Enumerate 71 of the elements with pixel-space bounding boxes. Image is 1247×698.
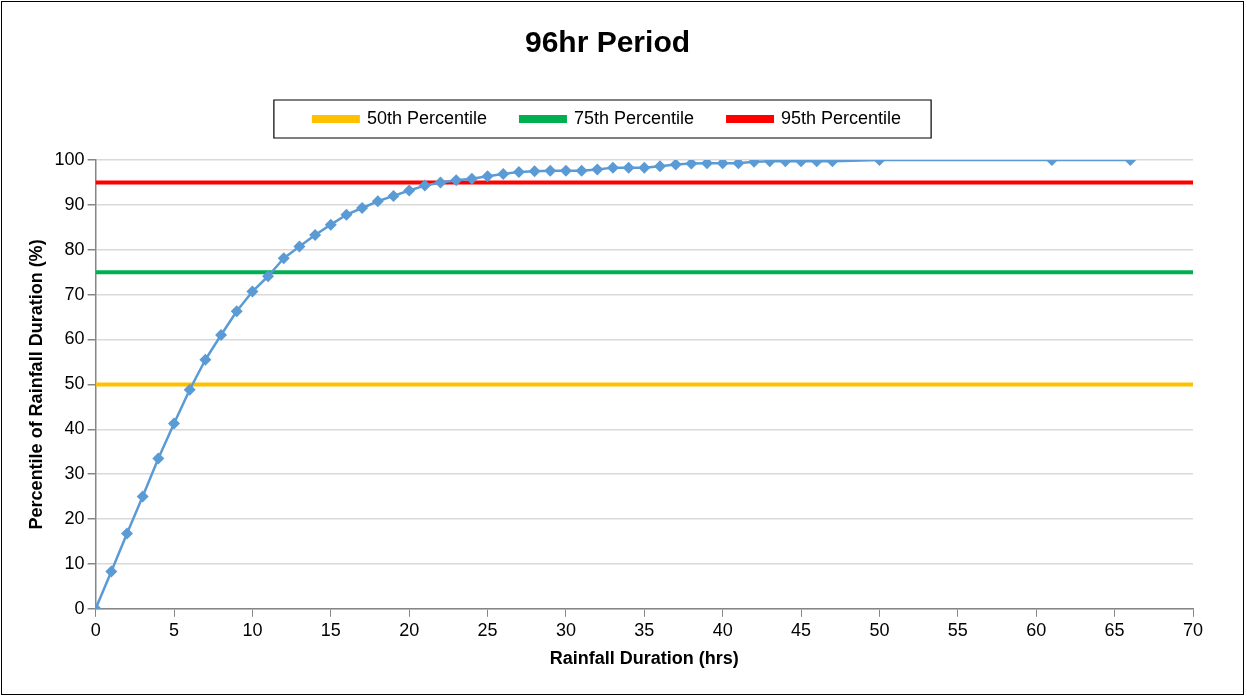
point	[183, 383, 196, 396]
point	[340, 208, 353, 221]
x-tick-label: 55	[947, 619, 968, 640]
x-axis-title: Rainfall Duration (hrs)	[549, 648, 739, 669]
point	[105, 565, 118, 578]
point	[246, 285, 259, 298]
point	[544, 164, 557, 177]
point	[120, 527, 133, 540]
point	[638, 161, 651, 174]
point	[716, 160, 729, 170]
point	[591, 163, 604, 176]
point	[199, 353, 212, 366]
x-tick-label: 35	[634, 619, 655, 640]
x-tick-label: 5	[169, 619, 180, 640]
y-tick-label: 90	[64, 193, 85, 214]
point	[356, 202, 369, 215]
x-tick-label: 30	[555, 619, 576, 640]
y-tick-label: 50	[64, 373, 85, 394]
y-tick-label: 80	[64, 238, 85, 259]
point	[450, 174, 463, 187]
point	[434, 176, 447, 189]
point	[215, 329, 228, 342]
y-axis-title: Percentile of Rainfall Duration (%)	[25, 239, 46, 530]
point	[309, 228, 322, 241]
y-tick-label: 20	[64, 508, 85, 529]
x-tick-label: 20	[399, 619, 420, 640]
y-tick-label: 100	[54, 148, 85, 169]
legend-label: 50th Percentile	[366, 107, 487, 128]
point	[387, 189, 400, 202]
x-tick-label: 25	[477, 619, 498, 640]
point	[622, 161, 635, 174]
x-tick-label: 40	[712, 619, 733, 640]
point	[262, 270, 275, 283]
y-tick-label: 30	[64, 463, 85, 484]
x-tick-label: 15	[320, 619, 341, 640]
point	[418, 179, 431, 192]
point	[168, 417, 181, 430]
y-tick-label: 60	[64, 328, 85, 349]
y-tick-label: 0	[74, 597, 85, 618]
point	[732, 160, 745, 170]
y-tick-label: 70	[64, 283, 85, 304]
x-tick-label: 70	[1182, 619, 1204, 640]
x-tick-label: 10	[242, 619, 263, 640]
x-tick-label: 50	[869, 619, 890, 640]
point	[324, 218, 337, 231]
point	[136, 490, 149, 503]
point	[465, 172, 478, 185]
point	[653, 160, 666, 173]
point	[371, 195, 384, 208]
y-tick-label: 10	[64, 552, 85, 573]
x-tick-label: 0	[90, 619, 101, 640]
point	[685, 160, 698, 170]
x-tick-label: 45	[791, 619, 812, 640]
point	[512, 166, 525, 179]
y-tick-label: 40	[64, 418, 85, 439]
legend-label: 95th Percentile	[781, 107, 902, 128]
point	[293, 240, 306, 253]
x-tick-label: 60	[1026, 619, 1047, 640]
point	[669, 160, 682, 171]
point	[152, 452, 165, 465]
chart-title: 96hr Period	[524, 25, 691, 59]
point	[277, 252, 290, 265]
x-tick-label: 65	[1104, 619, 1125, 640]
legend-label: 75th Percentile	[573, 107, 695, 128]
point	[230, 305, 243, 318]
point	[481, 170, 494, 183]
point	[575, 164, 588, 177]
point	[403, 184, 416, 197]
point	[497, 167, 510, 180]
point	[528, 165, 541, 178]
point	[606, 161, 619, 174]
